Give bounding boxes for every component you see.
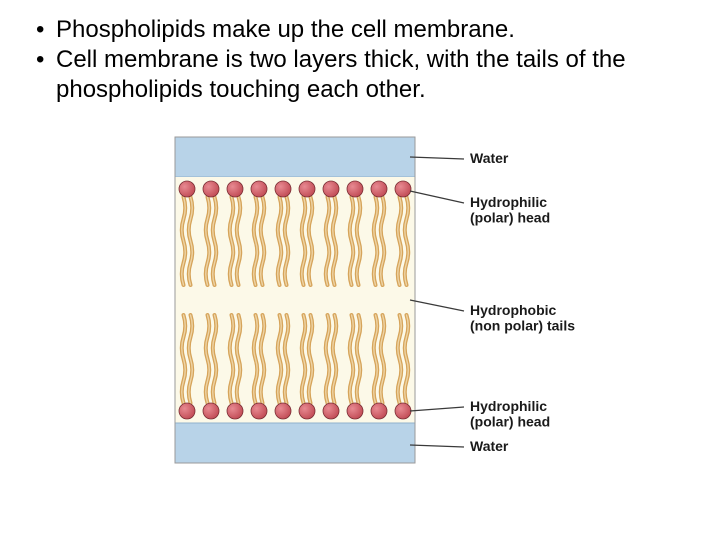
svg-text:Water: Water <box>470 438 509 454</box>
phospholipid-bilayer-diagram: Water Hydrophilic(polar) head Hydrophobic(… <box>130 135 590 465</box>
svg-text:Hydrophilic(polar) head: Hydrophilic(polar) head <box>470 398 550 429</box>
bullet-text: Phospholipids make up the cell membrane. <box>56 16 515 43</box>
bullet-text: Cell membrane is two layers thick, with … <box>56 46 626 103</box>
bullet-list: Phospholipids make up the cell membrane.… <box>30 15 700 105</box>
diagram-container: Water Hydrophilic(polar) head Hydrophobic(… <box>20 135 700 465</box>
svg-text:Hydrophobic(non polar) tails: Hydrophobic(non polar) tails <box>470 302 575 333</box>
slide: Phospholipids make up the cell membrane.… <box>0 0 720 540</box>
bullet-item: Cell membrane is two layers thick, with … <box>30 45 700 105</box>
bullet-item: Phospholipids make up the cell membrane. <box>30 15 700 45</box>
svg-text:Water: Water <box>470 150 509 166</box>
svg-text:Hydrophilic(polar) head: Hydrophilic(polar) head <box>470 194 550 225</box>
